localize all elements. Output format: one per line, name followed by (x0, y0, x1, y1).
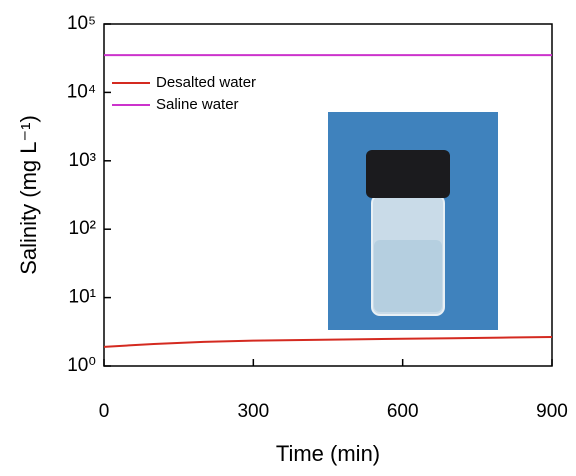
y-tick-label: 10² (69, 218, 96, 239)
legend-label: Desalted water (156, 74, 256, 91)
data-line (104, 337, 552, 347)
x-tick-label: 900 (536, 401, 568, 422)
y-tick-label: 10¹ (69, 287, 96, 308)
x-tick-label: 0 (99, 401, 110, 422)
x-tick-label: 300 (237, 401, 269, 422)
chart: Time (min) Salinity (mg L⁻¹) 0 300 600 900 1… (0, 0, 576, 476)
y-tick-label: 10⁴ (67, 81, 96, 102)
y-tick-label: 10⁰ (67, 355, 96, 376)
inset-photo (328, 112, 498, 330)
x-axis-label: Time (min) (276, 441, 380, 466)
legend-label: Saline water (156, 96, 239, 113)
x-tick-label: 600 (387, 401, 419, 422)
y-axis-label: Salinity (mg L⁻¹) (16, 115, 41, 275)
y-tick-label: 10³ (69, 150, 96, 171)
y-tick-label: 10⁵ (67, 13, 96, 34)
